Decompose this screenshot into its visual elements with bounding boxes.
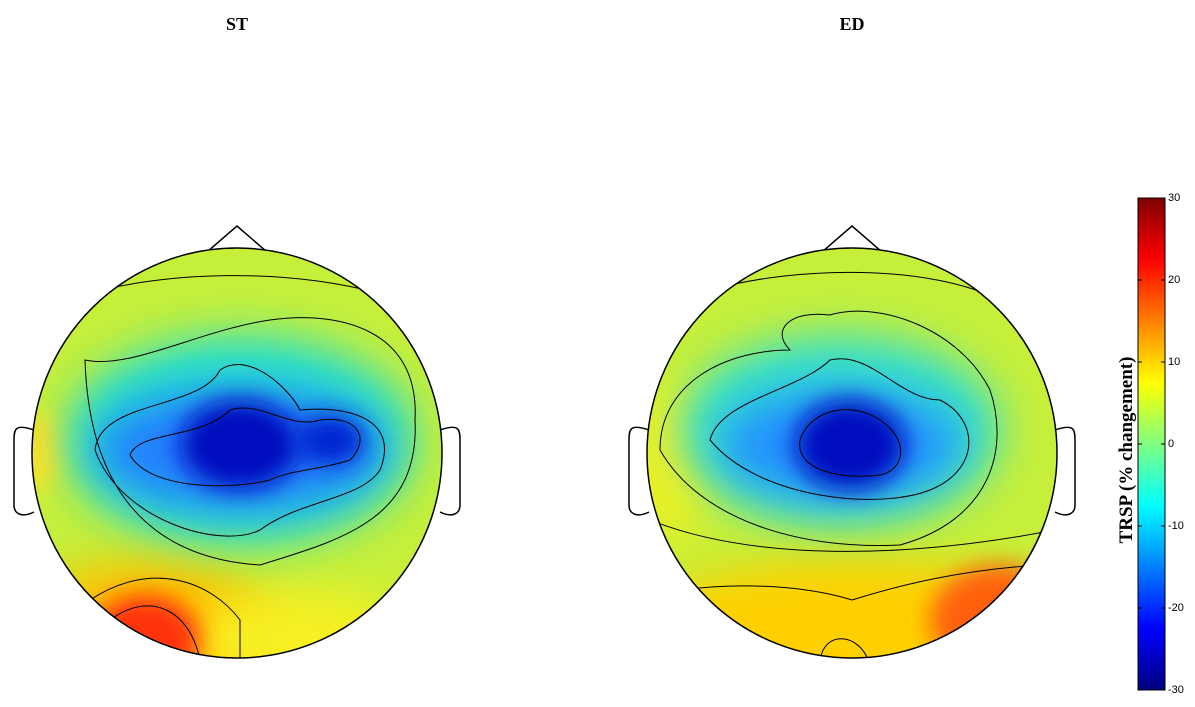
colorbar-tick-label: 10 [1168,356,1180,368]
topomap-st [13,225,461,659]
colorbar: -30 -20 -10 0 10 20 30 TRSP (% changement) [1116,192,1184,696]
colorbar-label: TRSP (% changement) [1116,357,1137,544]
colorbar-tick-label: 30 [1168,192,1180,204]
panel-title: ED [839,14,864,34]
colorbar-tick-label: -10 [1168,520,1184,532]
colorbar-tick-label: 0 [1168,438,1174,450]
colorbar-tick-label: -30 [1168,684,1184,696]
colorbar-tick-label: -20 [1168,602,1184,614]
topomap-ed [628,225,1076,659]
colorbar-scale [1137,197,1166,691]
panel-title: ST [226,14,248,34]
colorbar-tick-label: 20 [1168,274,1180,286]
